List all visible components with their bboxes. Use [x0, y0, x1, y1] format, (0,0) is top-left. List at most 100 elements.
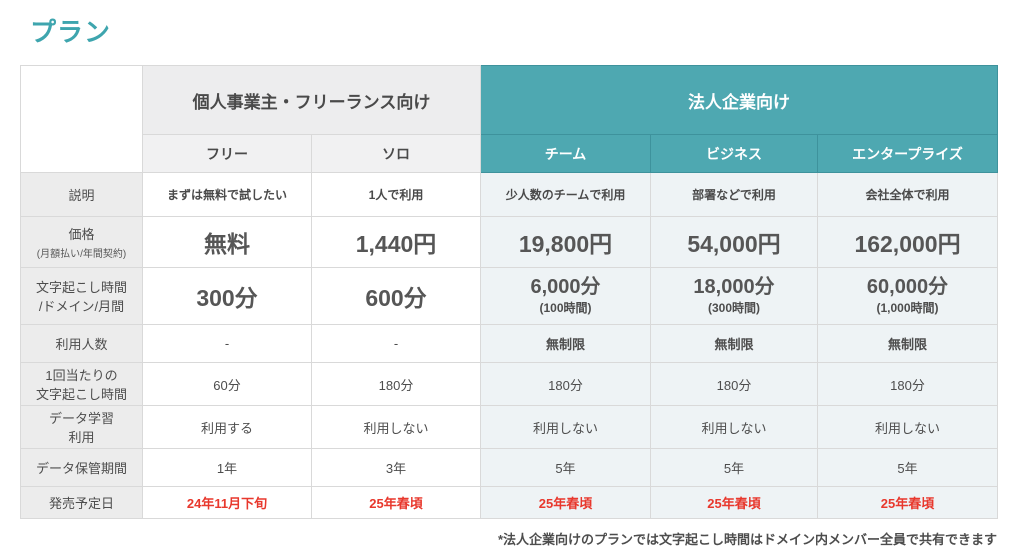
cell-value: 18,000分: [693, 276, 775, 298]
cell-training-business: 利用しない: [650, 405, 819, 449]
cell-value: 25年春頃: [880, 496, 935, 511]
cell-value: 会社全体で利用: [865, 188, 950, 202]
row-description: 説明 まずは無料で試したい 1人で利用 少人数のチームで利用 部署などで利用 会…: [20, 172, 999, 217]
cell-value: 利用する: [200, 420, 253, 436]
cell-users-enterprise: 無制限: [817, 324, 999, 363]
cell-value: 5年: [555, 461, 576, 476]
cell-value: 180分: [378, 377, 414, 393]
cell-value: まずは無料で試したい: [166, 188, 287, 202]
cell-value: 5年: [897, 461, 918, 476]
cell-training-free: 利用する: [142, 405, 312, 449]
cell-release-solo: 25年春頃: [310, 486, 482, 519]
cell-training-team: 利用しない: [480, 405, 652, 449]
row-label-release-date: 発売予定日: [20, 486, 143, 519]
cell-storage-team: 5年: [480, 448, 652, 487]
row-label-text: 価格: [68, 227, 95, 242]
cell-value: 25年春頃: [707, 496, 761, 511]
page-title: プラン: [30, 17, 112, 47]
cell-storage-enterprise: 5年: [817, 448, 999, 487]
cell-perrec-business: 180分: [650, 362, 819, 406]
cell-value: 19,800円: [518, 231, 613, 257]
cell-value: 少人数のチームで利用: [505, 188, 626, 202]
cell-minutes-enterprise: 60,000分 (1,000時間): [817, 267, 999, 325]
cell-value: 25年春頃: [538, 496, 593, 511]
row-label-description: 説明: [20, 172, 143, 217]
cell-minutes-team: 6,000分 (100時間): [480, 267, 652, 325]
cell-minutes-free: 300分: [142, 267, 312, 325]
row-label-data-retention: データ保管期間: [20, 448, 143, 487]
cell-perrec-solo: 180分: [310, 362, 482, 406]
plan-header-row: フリー ソロ チーム ビジネス エンタープライズ: [21, 134, 999, 173]
row-price: 価格 (月額払い/年間契約) 無料 1,440円 19,800円 54,000円…: [20, 216, 999, 268]
plan-header-business: ビジネス: [650, 134, 819, 173]
row-label-text-line2: /ドメイン/月間: [38, 299, 125, 314]
corner-cell: [20, 65, 143, 173]
row-label-data-training: データ学習 利用: [20, 405, 143, 449]
cell-training-enterprise: 利用しない: [817, 405, 999, 449]
row-label-text-line2: 利用: [68, 430, 95, 445]
cell-release-business: 25年春頃: [650, 486, 819, 519]
cell-description-free: まずは無料で試したい: [142, 172, 312, 217]
row-data-training: データ学習 利用 利用する 利用しない 利用しない 利用しない 利用しない: [20, 405, 999, 449]
cell-price-business: 54,000円: [650, 216, 819, 268]
cell-storage-solo: 3年: [310, 448, 482, 487]
row-label-text: 文字起こし時間: [35, 280, 127, 295]
row-label-per-recording-time: 1回当たりの 文字起こし時間: [20, 362, 143, 406]
row-label-user-count: 利用人数: [20, 324, 143, 363]
cell-release-team: 25年春頃: [480, 486, 652, 519]
cell-subvalue: (100時間): [539, 301, 592, 315]
plan-header-team: チーム: [480, 134, 652, 173]
plan-header-solo: ソロ: [310, 134, 482, 173]
row-label-text-line2: 文字起こし時間: [35, 387, 127, 402]
group-header-corporate: 法人企業向け: [480, 65, 999, 135]
cell-value: 60分: [213, 377, 241, 393]
cell-storage-business: 5年: [650, 448, 819, 487]
row-user-count: 利用人数 - - 無制限 無制限 無制限: [20, 324, 999, 363]
cell-description-solo: 1人で利用: [310, 172, 482, 217]
row-transcription-minutes: 文字起こし時間 /ドメイン/月間 300分 600分 6,000分 (100時間)…: [20, 267, 999, 325]
cell-value: 部署などで利用: [692, 188, 776, 202]
cell-users-business: 無制限: [650, 324, 819, 363]
cell-value: 3年: [385, 461, 407, 476]
group-header-personal: 個人事業主・フリーランス向け: [141, 65, 482, 135]
cell-release-enterprise: 25年春頃: [817, 486, 999, 519]
cell-value: 6,000分: [530, 276, 601, 298]
cell-value: 1人で利用: [368, 188, 424, 202]
cell-value: 利用しない: [533, 420, 599, 436]
cell-price-enterprise: 162,000円: [817, 216, 999, 268]
cell-storage-free: 1年: [142, 448, 312, 487]
cell-description-business: 部署などで利用: [650, 172, 819, 217]
cell-value: -: [224, 336, 230, 351]
cell-description-team: 少人数のチームで利用: [480, 172, 652, 217]
cell-minutes-business: 18,000分 (300時間): [650, 267, 819, 325]
cell-perrec-free: 60分: [142, 362, 312, 406]
cell-subvalue: (1,000時間): [876, 301, 939, 315]
cell-release-free: 24年11月下旬: [142, 486, 312, 519]
row-release-date: 発売予定日 24年11月下旬 25年春頃 25年春頃 25年春頃 25年春頃: [20, 486, 999, 519]
cell-value: 無料: [204, 231, 250, 257]
cell-value: 180分: [716, 377, 752, 393]
cell-value: 5年: [723, 461, 745, 476]
cell-value: 1年: [216, 461, 238, 476]
cell-value: 180分: [890, 377, 925, 393]
cell-perrec-team: 180分: [480, 362, 652, 406]
cell-value: 無制限: [888, 337, 928, 352]
cell-price-free: 無料: [142, 216, 312, 268]
cell-value: 無制限: [714, 337, 754, 352]
cell-value: 利用しない: [363, 420, 429, 436]
cell-value: 60,000分: [866, 276, 949, 298]
cell-minutes-solo: 600分: [310, 267, 482, 325]
cell-value: 180分: [548, 377, 583, 393]
row-data-retention: データ保管期間 1年 3年 5年 5年 5年: [20, 448, 999, 487]
plan-header-enterprise: エンタープライズ: [817, 134, 999, 173]
cell-users-free: -: [142, 324, 312, 363]
cell-value: 600分: [365, 285, 427, 311]
cell-value: 54,000円: [687, 231, 781, 257]
cell-users-team: 無制限: [480, 324, 652, 363]
row-per-recording-time: 1回当たりの 文字起こし時間 60分 180分 180分 180分 180分: [20, 362, 999, 406]
cell-price-solo: 1,440円: [310, 216, 482, 268]
row-label-text: データ学習: [48, 411, 114, 426]
row-label-subtext: (月額払い/年間契約): [36, 249, 127, 260]
cell-training-solo: 利用しない: [310, 405, 482, 449]
